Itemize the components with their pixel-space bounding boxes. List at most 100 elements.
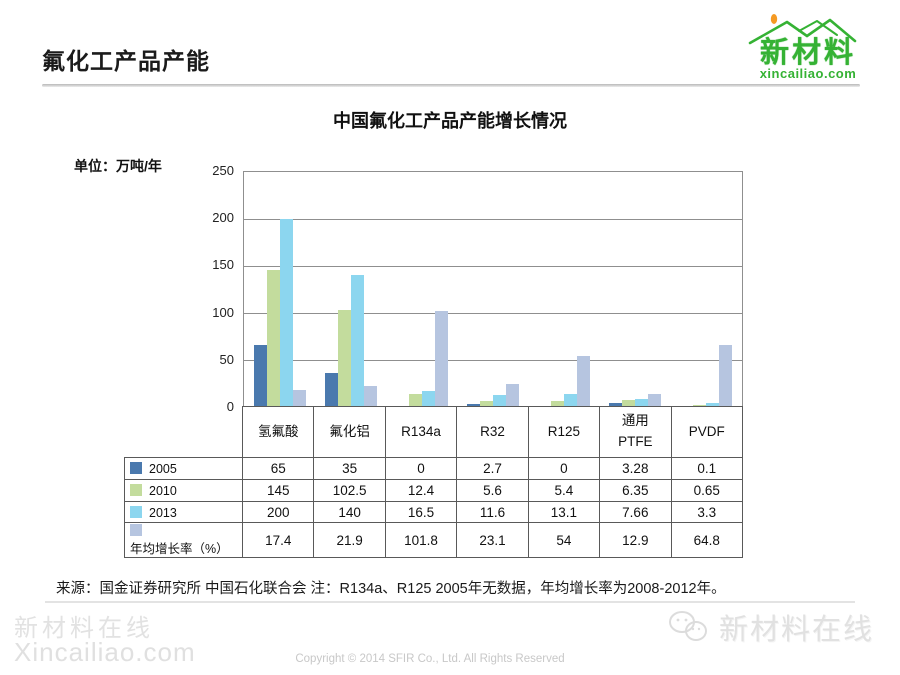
legend-label: 2005 <box>149 462 177 476</box>
watermark-left-en: Xincailiao.com <box>14 637 196 667</box>
legend-cell: 年均增长率（%） <box>124 522 243 558</box>
value-cell: 0 <box>384 457 458 480</box>
chart-title: 中国氟化工产品产能增长情况 <box>333 111 567 131</box>
table-corner-cell <box>125 407 243 458</box>
bar-年均增长率（%）-R134a <box>434 310 448 406</box>
bar-group-PVDF <box>671 172 742 406</box>
table-header-cell: PVDF <box>670 406 744 458</box>
watermark-right-text: 新材料在线 <box>718 614 874 646</box>
table-row: 2005 65 35 0 2.7 0 3.28 0.1 <box>124 457 744 480</box>
bar-年均增长率（%）-氟化铝 <box>363 385 377 406</box>
legend-swatch <box>130 524 142 536</box>
value-cell: 7.66 <box>599 501 672 523</box>
table-header-cell: R134a <box>384 406 458 458</box>
value-cell: 0.1 <box>670 457 744 480</box>
copyright-text: Copyright © 2014 SFIR Co., Ltd. All Righ… <box>295 653 565 665</box>
legend-label: 2010 <box>149 484 177 498</box>
value-cell: 0 <box>527 457 601 480</box>
value-cell: 54 <box>527 522 601 558</box>
legend-swatch <box>130 484 142 496</box>
value-cell: 5.4 <box>527 479 601 502</box>
value-cell: 145 <box>241 479 315 502</box>
bar-group-R134a <box>386 172 457 406</box>
value-cell: 17.4 <box>241 522 315 558</box>
legend-swatch <box>130 505 142 518</box>
legend-cell: 2010 <box>124 479 243 502</box>
bar-group-氢氟酸 <box>244 172 315 406</box>
bar-2013-氟化铝 <box>350 275 364 406</box>
bar-2013-氢氟酸 <box>279 218 293 406</box>
bar-group-R32 <box>457 172 528 406</box>
value-cell: 11.6 <box>456 501 529 523</box>
legend-label: 2013 <box>149 505 177 520</box>
table-header-cell: R125 <box>527 406 601 458</box>
value-cell: 21.9 <box>313 522 386 558</box>
value-cell: 64.8 <box>670 522 744 558</box>
legend-cell: 2013 <box>124 501 243 523</box>
bar-2013-PVDF <box>706 402 720 406</box>
value-cell: 3.28 <box>599 457 672 480</box>
bar-2013-通用PTFE <box>635 398 649 406</box>
y-axis-tick-label: 0 <box>226 399 234 414</box>
logo-brand-text: 新材料 <box>759 37 856 69</box>
table-header-cell: 通用 PTFE <box>599 406 672 458</box>
bar-2013-R134a <box>421 390 435 406</box>
page-title: 氟化工产品产能 <box>42 48 210 74</box>
bar-2010-氢氟酸 <box>266 270 280 406</box>
table-row: 2010 145 102.5 12.4 5.6 5.4 6.35 0.65 <box>124 479 744 502</box>
data-table-body: 氢氟酸 氟化铝 R134a R32 R125 通用 PTFE PVDF 2005 65 35 0 2.… <box>124 406 744 558</box>
watermark-right: 新材料在线 <box>665 606 874 648</box>
value-cell: 102.5 <box>313 479 386 502</box>
value-cell: 16.5 <box>384 501 458 523</box>
bar-2005-氟化铝 <box>324 373 338 406</box>
bars-layer <box>244 172 742 406</box>
bar-年均增长率（%）-氢氟酸 <box>292 389 306 406</box>
bar-2005-R32 <box>466 403 480 406</box>
bar-group-氟化铝 <box>315 172 386 406</box>
brand-logo: 新材料 xincailiao.com <box>747 11 867 83</box>
footer-divider <box>45 601 855 603</box>
bar-2010-R134a <box>408 394 422 406</box>
y-axis-tick-label: 200 <box>212 210 234 226</box>
legend-label: 年均增长率（%） <box>130 542 229 556</box>
mountain-house-icon <box>748 14 857 45</box>
value-cell: 12.9 <box>599 522 672 558</box>
value-cell: 5.6 <box>456 479 529 502</box>
value-cell: 6.35 <box>599 479 672 502</box>
gridline <box>244 219 742 220</box>
table-row: 年均增长率（%） 17.4 21.9 101.8 23.1 54 12.9 64.8 <box>124 522 744 558</box>
plot-area <box>243 171 743 407</box>
bar-2010-R125 <box>551 400 565 406</box>
wechat-icon <box>668 611 707 641</box>
bar-年均增长率（%）-PVDF <box>719 345 733 406</box>
source-note: 来源：国金证券研究所 中国石化联合会 注：R134a、R125 2005年无数据… <box>56 581 726 597</box>
bar-2010-R32 <box>479 400 493 406</box>
bar-2013-R32 <box>492 395 506 406</box>
value-cell: 65 <box>241 457 315 480</box>
value-cell: 13.1 <box>527 501 601 523</box>
bar-年均增长率（%）-通用PTFE <box>648 393 662 406</box>
table-row: 2013 200 140 16.5 11.6 13.1 7.66 3.3 <box>124 501 744 523</box>
y-axis-tick-label: 250 <box>212 163 234 178</box>
bar-2005-氢氟酸 <box>253 345 267 406</box>
legend-cell: 2005 <box>124 457 243 480</box>
bar-2005-通用PTFE <box>609 402 623 406</box>
bar-group-R125 <box>529 172 600 406</box>
bar-2010-氟化铝 <box>337 310 351 406</box>
legend-swatch <box>130 462 142 474</box>
value-cell: 140 <box>313 501 386 523</box>
gridline <box>244 360 742 361</box>
value-cell: 3.3 <box>670 501 744 523</box>
bar-group-通用PTFE <box>600 172 671 406</box>
gridline <box>244 266 742 267</box>
bar-2010-PVDF <box>693 405 707 406</box>
value-cell: 12.4 <box>384 479 458 502</box>
bar-2010-通用PTFE <box>622 400 636 406</box>
header-divider <box>42 84 860 87</box>
data-table: 氢氟酸 氟化铝 R134a R32 R125 通用 PTFE PVDF 2005 65 35 0 2.… <box>124 406 744 558</box>
table-header-cell: R32 <box>456 406 529 458</box>
table-header-cell: 氟化铝 <box>313 406 386 458</box>
flame-icon <box>770 14 778 24</box>
watermark-left-cn: 新材料在线 <box>14 615 154 642</box>
